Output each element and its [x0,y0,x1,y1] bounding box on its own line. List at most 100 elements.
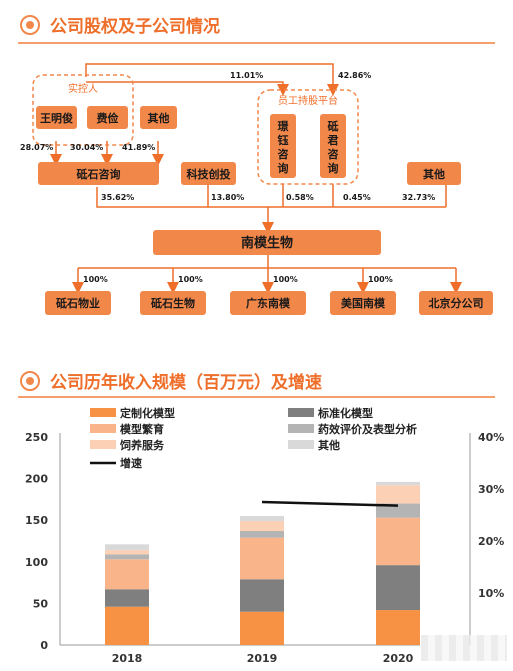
sub-pct: 100% [178,275,203,284]
y2-tick-label: 10% [478,587,504,600]
pct-11: 11.01% [230,71,263,80]
pct-3004: 30.04% [70,143,103,152]
subsidiaries: 砥石物业 100% 砥石生物 100% 广东南模 100% 美国南模 100% 北京分公司 [45,275,493,315]
y2-tick-label: 40% [478,431,504,444]
bar-segment [240,531,284,538]
x-tick-label: 2018 [112,652,143,665]
legend-label: 增速 [120,456,142,470]
bar-segment [105,544,149,551]
bar-segment [105,550,149,555]
bar-segment [376,517,420,566]
box-nanmo: 南模生物 [153,230,381,255]
box-other-mid: 其他 [407,162,461,185]
y2-tick-label: 30% [478,483,504,496]
box-dishi-label: 砥石咨询 [77,167,121,181]
legend-swatch [90,440,116,449]
box-keji: 科技创投 [181,162,236,185]
pct-4189: 41.89% [122,143,155,152]
bar-segment [240,516,284,522]
box-other-top-label: 其他 [148,111,170,125]
legend-label: 药效评价及表型分析 [318,422,417,436]
bar-segment [240,521,284,532]
bar-segment [105,606,149,645]
y-tick-label: 250 [25,431,48,444]
sub-box-label: 广东南模 [246,296,291,310]
legend-label: 模型繁育 [120,422,164,436]
box-other-mid-label: 其他 [423,167,445,181]
y-tick-label: 100 [25,556,48,569]
controller-group-box [32,74,134,146]
y-tick-label: 150 [25,514,48,527]
sub-box-0: 砥石物业 [45,291,111,315]
target-icon [20,370,40,391]
bar-segment [376,610,420,645]
pct-045: 0.45% [343,193,371,202]
target-icon [20,14,40,35]
section-rule [18,396,495,398]
sub-box-label: 砥石生物 [151,296,195,310]
pct-2807: 28.07% [20,143,53,152]
bar-segment [240,537,284,580]
section-heading-equity: 公司股权及子公司情况 [20,12,220,37]
pct-1380: 13.80% [211,193,244,202]
bar-segment [376,481,420,486]
box-esop2-label: 砥君咨询 [328,119,339,175]
bar-segment [240,611,284,645]
box-other-top: 其他 [140,106,177,129]
pct-3562: 35.62% [101,193,134,202]
box-fei: 费俭 [87,106,128,129]
sub-box-2: 广东南模 [230,291,306,315]
x-tick-label: 2020 [383,652,414,665]
legend-label: 饲养服务 [119,438,165,452]
bar-segment [105,589,149,607]
legend-swatch [90,408,116,417]
sub-box-4: 北京分公司 [419,291,493,315]
box-dishi: 砥石咨询 [38,162,159,185]
org-chart: 实控人 员工持股平台 王明俊 费俭 其他 璟钰咨询 砥君咨询 砥石咨询 科技创投… [20,63,493,315]
x-tick-label: 2019 [247,652,278,665]
legend-swatch [90,424,116,433]
box-wang: 王明俊 [36,106,77,129]
watermark [421,635,507,661]
section-title-equity: 公司股权及子公司情况 [50,17,220,37]
esop-group-box [257,89,359,185]
pct-3273: 32.73% [402,193,435,202]
y2-tick-label: 20% [478,535,504,548]
legend-swatch [288,440,314,449]
box-nanmo-label: 南模生物 [241,235,293,251]
pct-4286: 42.86% [338,71,371,80]
growth-line [261,500,399,507]
bar-segment [105,559,149,590]
section-heading-revenue: 公司历年收入规模（百万元）及增速 [20,368,322,393]
sub-box-1: 砥石生物 [140,291,206,315]
esop-group-label: 员工持股平台 [278,94,338,107]
sub-box-label: 北京分公司 [429,296,484,310]
box-esop1-label: 璟钰咨询 [278,120,289,175]
bar-segment [376,503,420,518]
legend-label: 定制化模型 [120,406,175,420]
connector-lines [50,63,462,294]
box-fei-label: 费俭 [97,111,119,125]
sub-box-3: 美国南模 [330,291,396,315]
bar-segment [376,485,420,504]
legend-label: 标准化模型 [317,406,373,420]
box-keji-label: 科技创投 [187,167,231,181]
box-esop1: 璟钰咨询 [270,114,296,178]
legend-swatch [288,408,314,417]
sub-box-label: 美国南模 [341,296,386,310]
y-tick-label: 50 [33,597,49,610]
sub-pct: 100% [273,275,298,284]
controller-group-label: 实控人 [68,82,98,95]
bar-segment [376,565,420,611]
section-rule [18,42,495,44]
y-tick-label: 0 [40,639,48,652]
sub-pct: 100% [368,275,393,284]
revenue-chart: 0 50 100 150 200 250 10% 20% 30% 40% 2018 2019 2020 定… [25,406,504,665]
pct-058: 0.58% [286,193,314,202]
sub-pct: 100% [83,275,108,284]
legend-swatch [288,424,314,433]
sub-box-label: 砥石物业 [56,296,100,310]
bar-segment [240,579,284,612]
box-esop2: 砥君咨询 [320,114,346,178]
bar-segment [105,554,149,560]
